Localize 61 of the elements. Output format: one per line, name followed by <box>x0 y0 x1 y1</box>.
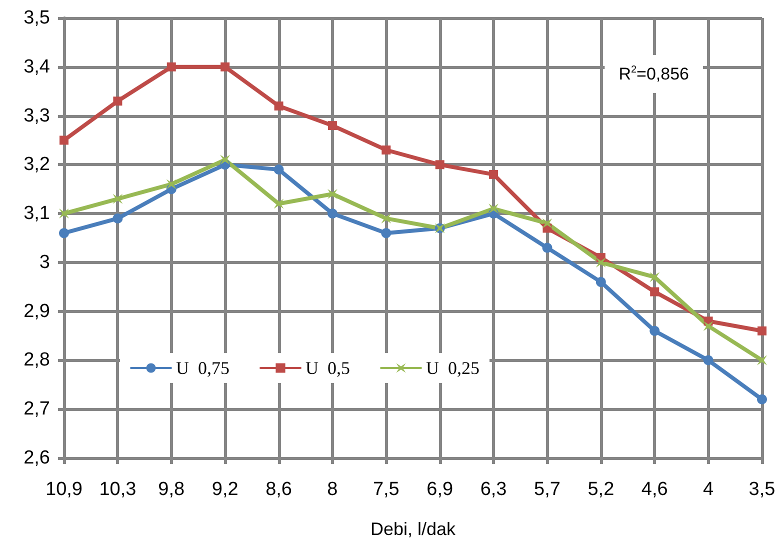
x-tick-label: 5,2 <box>588 479 614 500</box>
point <box>59 228 69 238</box>
y-tick-label: 3 <box>39 252 50 273</box>
legend-label: U 0,5 <box>306 358 350 378</box>
legend-label: U 0,75 <box>176 358 230 378</box>
legend-label: U 0,25 <box>426 358 480 378</box>
point <box>435 160 444 170</box>
y-tick-label: 2,6 <box>24 448 50 468</box>
point <box>382 146 391 154</box>
point <box>60 136 68 145</box>
x-tick-label: 4 <box>703 479 714 500</box>
point <box>489 170 498 179</box>
point <box>596 257 606 268</box>
point <box>381 213 392 224</box>
y-tick-label: 3,1 <box>24 203 50 224</box>
y-tick-label: 3,4 <box>24 56 50 78</box>
x-tick-label: 5,7 <box>534 479 560 500</box>
point <box>703 321 714 331</box>
point <box>542 218 552 228</box>
y-tick-label: 2,8 <box>24 350 50 371</box>
x-tick-label: 3,5 <box>748 479 776 500</box>
point <box>650 272 660 282</box>
x-axis-title: Debi, l/dak <box>370 519 457 539</box>
point <box>327 208 338 219</box>
x-tick-label: 10,3 <box>99 479 136 500</box>
point <box>274 198 284 209</box>
point <box>166 179 176 190</box>
point <box>220 154 230 165</box>
point <box>542 242 552 253</box>
point <box>757 355 767 366</box>
x-tick-label: 4,6 <box>641 479 668 500</box>
y-tick-label: 2,7 <box>24 398 50 420</box>
point <box>328 121 337 130</box>
x-tick-label: 8 <box>327 479 338 500</box>
point <box>381 228 392 238</box>
x-tick-label: 10,9 <box>46 479 82 500</box>
x-tick-label: 9,2 <box>212 479 238 500</box>
y-tick-label: 2,9 <box>24 300 50 322</box>
point <box>703 355 714 366</box>
point <box>220 62 230 72</box>
y-tick-label: 3,5 <box>24 8 50 28</box>
point <box>112 213 123 224</box>
x-tick-label: 6,3 <box>480 479 507 500</box>
x-tick-label: 8,6 <box>266 479 292 500</box>
point <box>274 164 284 175</box>
point <box>274 102 284 110</box>
point <box>650 287 660 296</box>
x-tick-label: 6,9 <box>426 479 454 500</box>
y-tick-label: 3,3 <box>24 105 50 126</box>
point <box>488 204 499 214</box>
point <box>166 62 176 72</box>
point <box>650 326 660 336</box>
point <box>112 194 123 204</box>
point <box>758 326 766 336</box>
point <box>327 189 338 199</box>
point <box>596 277 606 287</box>
y-tick-label: 3,2 <box>24 154 50 176</box>
x-tick-label: 9,8 <box>158 479 185 500</box>
point <box>757 394 767 404</box>
x-tick-label: 7,5 <box>372 479 400 500</box>
point <box>113 96 122 106</box>
